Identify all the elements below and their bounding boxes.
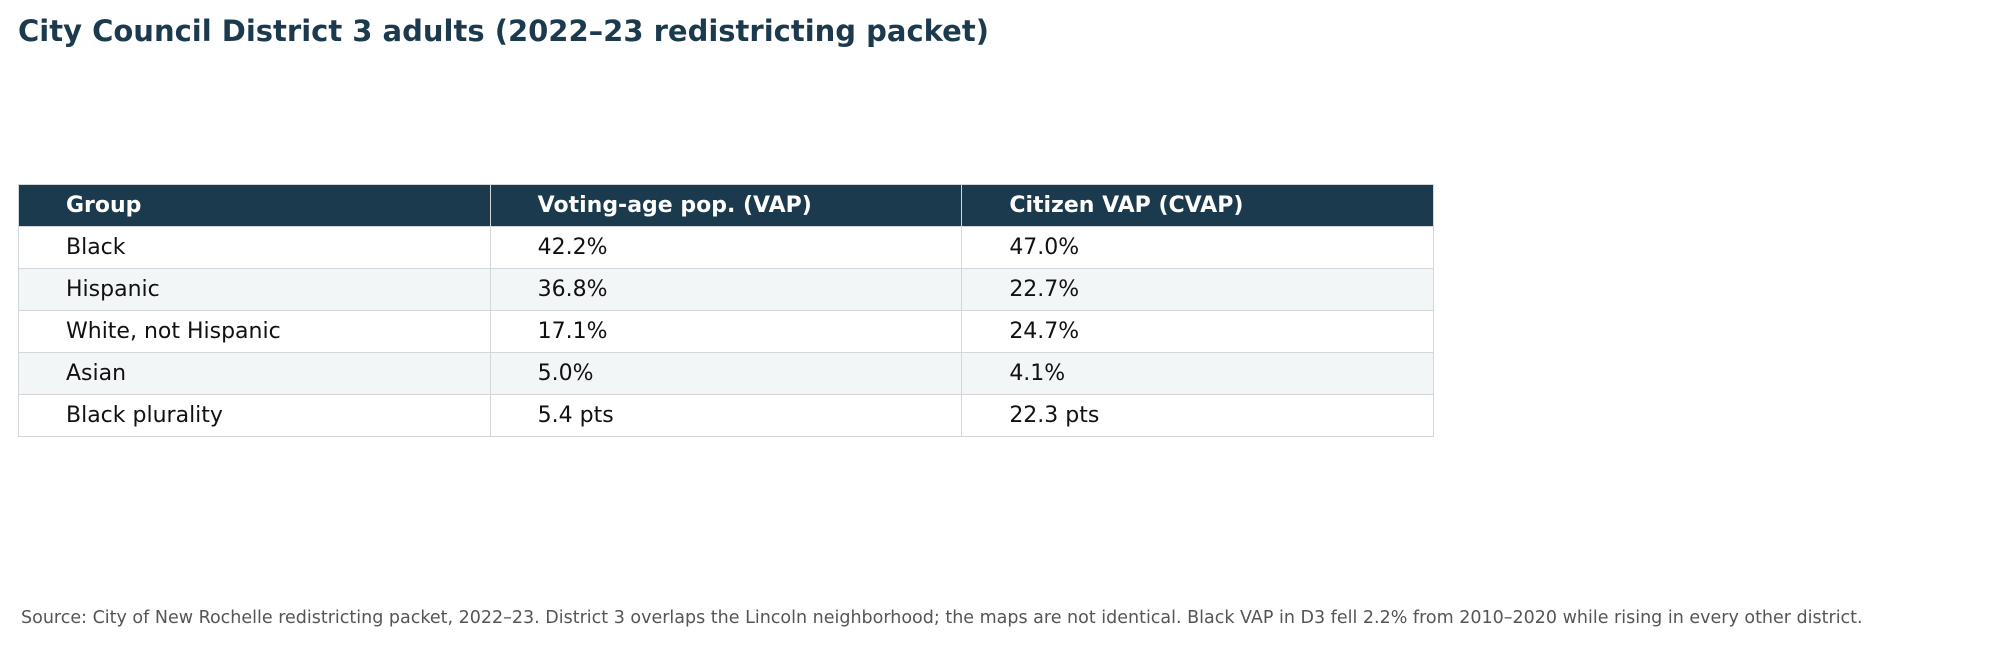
source-note: Source: City of New Rochelle redistricti… [21,608,1863,628]
group-cell: Asian [18,352,491,395]
table-row: Hispanic 36.8% 22.7% [18,268,1434,311]
vap-cell: 5.0% [489,352,963,395]
cvap-cell: 24.7% [961,310,1434,353]
group-cell: Black [18,226,491,269]
cvap-cell: 22.3 pts [961,394,1434,437]
table-row: Black 42.2% 47.0% [18,226,1434,269]
cvap-cell: 4.1% [961,352,1434,395]
column-header-cvap: Citizen VAP (CVAP) [961,184,1434,227]
vap-cell: 36.8% [489,268,963,311]
group-cell: Black plurality [18,394,491,437]
data-table: Group Voting-age pop. (VAP) Citizen VAP … [18,184,1434,437]
table-row: White, not Hispanic 17.1% 24.7% [18,310,1434,353]
group-cell: Hispanic [18,268,491,311]
cvap-cell: 22.7% [961,268,1434,311]
cvap-cell: 47.0% [961,226,1434,269]
column-header-group: Group [18,184,491,227]
page-title: City Council District 3 adults (2022–23 … [18,14,989,48]
table-row: Asian 5.0% 4.1% [18,352,1434,395]
vap-cell: 5.4 pts [489,394,963,437]
column-header-vap: Voting-age pop. (VAP) [489,184,963,227]
table-header-row: Group Voting-age pop. (VAP) Citizen VAP … [18,184,1434,227]
table-row: Black plurality 5.4 pts 22.3 pts [18,394,1434,437]
group-cell: White, not Hispanic [18,310,491,353]
vap-cell: 42.2% [489,226,963,269]
vap-cell: 17.1% [489,310,963,353]
